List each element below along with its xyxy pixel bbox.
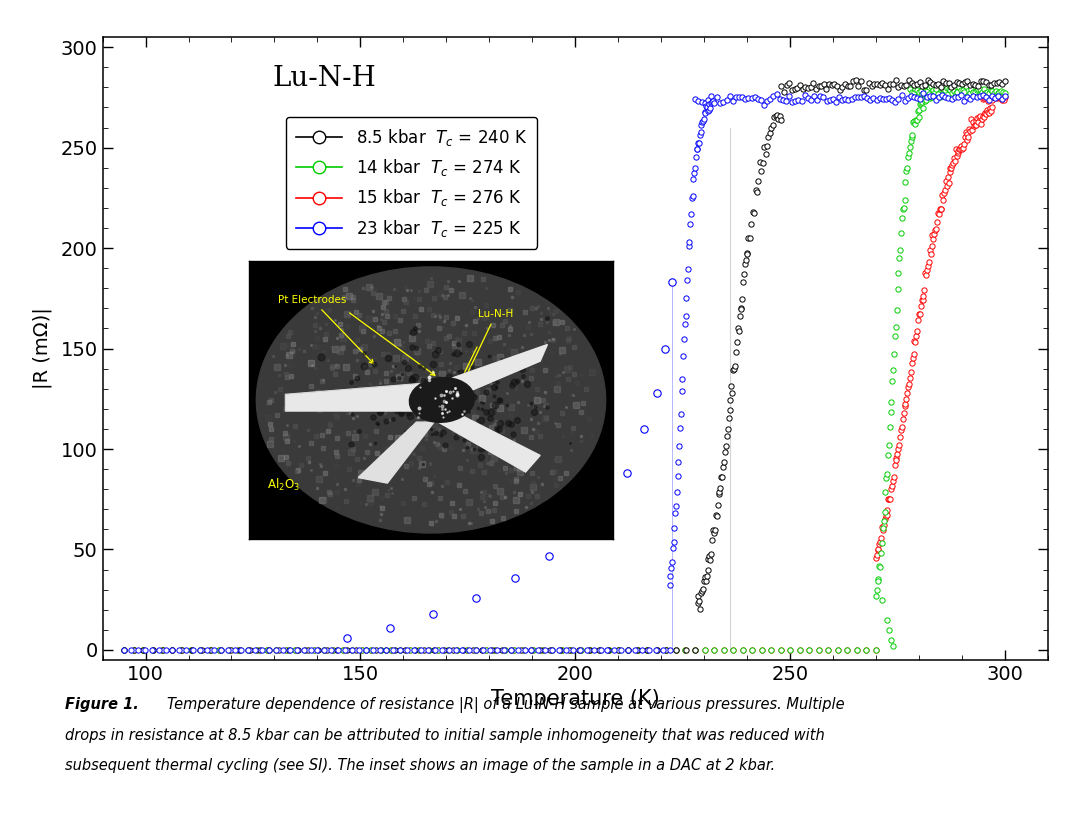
Text: drops in resistance at 8.5 kbar can be attributed to initial sample inhomogeneit: drops in resistance at 8.5 kbar can be a… xyxy=(65,728,824,742)
Text: Lu-N-H: Lu-N-H xyxy=(273,65,377,92)
Text: subsequent thermal cycling (see SI). The inset shows an image of the sample in a: subsequent thermal cycling (see SI). The… xyxy=(65,758,775,773)
Text: Temperature dependence of resistance |R| of a Lu-N-H sample at various pressures: Temperature dependence of resistance |R|… xyxy=(167,697,845,713)
Y-axis label: |R (mΩ)|: |R (mΩ)| xyxy=(32,308,52,389)
X-axis label: Temperature (K): Temperature (K) xyxy=(490,690,660,710)
Legend: 8.5 kbar  $T_c$ = 240 K, 14 kbar  $T_c$ = 274 K, 15 kbar  $T_c$ = 276 K, 23 kbar: 8.5 kbar $T_c$ = 240 K, 14 kbar $T_c$ = … xyxy=(286,117,537,248)
Text: Figure 1.: Figure 1. xyxy=(65,697,138,712)
